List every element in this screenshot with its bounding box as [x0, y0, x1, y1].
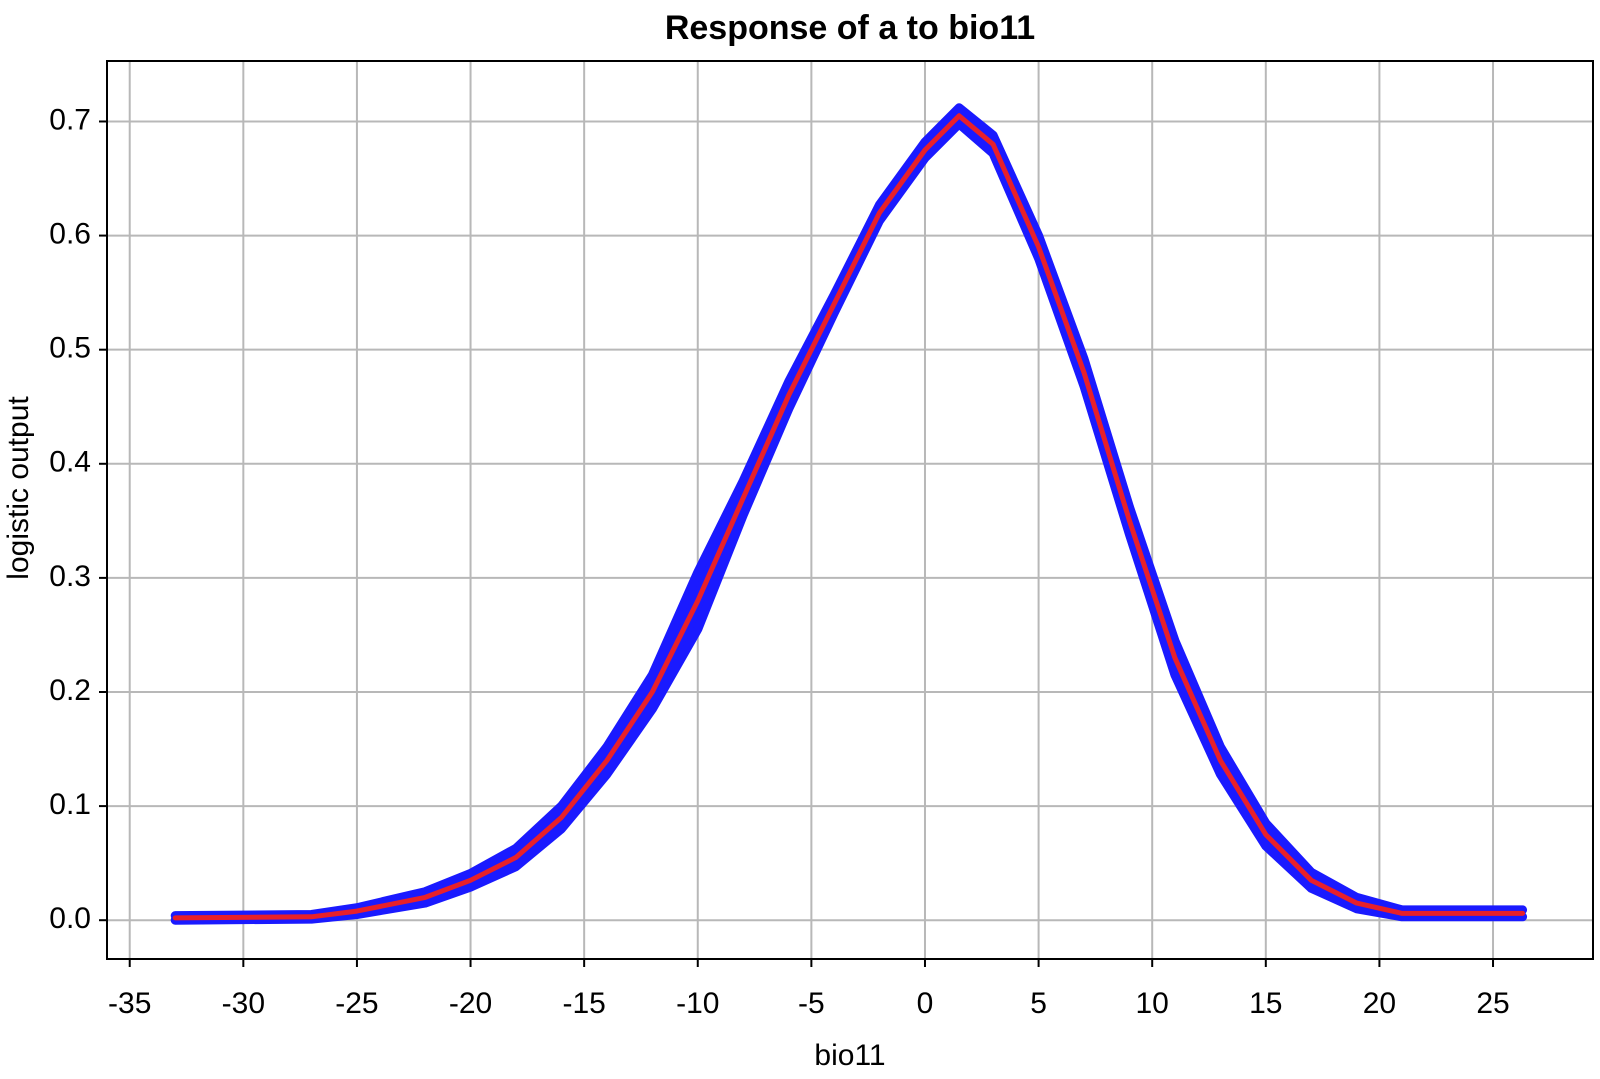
y-tick-label: 0.3 [49, 560, 91, 593]
x-tick-label: -25 [335, 987, 378, 1020]
y-tick-label: 0.6 [49, 218, 91, 251]
x-tick-label: 15 [1249, 987, 1282, 1020]
x-tick-label: 10 [1136, 987, 1169, 1020]
x-tick-label: -15 [562, 987, 605, 1020]
x-axis-label: bio11 [814, 1039, 885, 1072]
x-tick-label: -10 [676, 987, 719, 1020]
x-tick-label: -35 [108, 987, 151, 1020]
line [172, 113, 1526, 921]
x-tick-label: 25 [1476, 987, 1509, 1020]
plot-frame [106, 60, 1594, 960]
x-tick-label: 20 [1363, 987, 1396, 1020]
y-axis-label: logistic output [2, 396, 35, 580]
x-tick-label: -30 [222, 987, 265, 1020]
x-tick-label: -5 [798, 987, 825, 1020]
y-tick-label: 0.1 [49, 788, 91, 821]
band-edge [170, 119, 1528, 925]
y-tick-label: 0.4 [49, 446, 91, 479]
x-tick-label: -20 [449, 987, 492, 1020]
y-tick-label: 0.5 [49, 332, 91, 365]
y-tick-label: 0.7 [49, 103, 91, 136]
chart-title: Response of a to bio11 [665, 9, 1035, 47]
x-tick-label: 5 [1030, 987, 1047, 1020]
x-tick-label: 0 [917, 987, 934, 1020]
y-tick-label: 0.2 [49, 674, 91, 707]
band-edge [170, 103, 1528, 921]
y-tick-label: 0.0 [49, 902, 91, 935]
